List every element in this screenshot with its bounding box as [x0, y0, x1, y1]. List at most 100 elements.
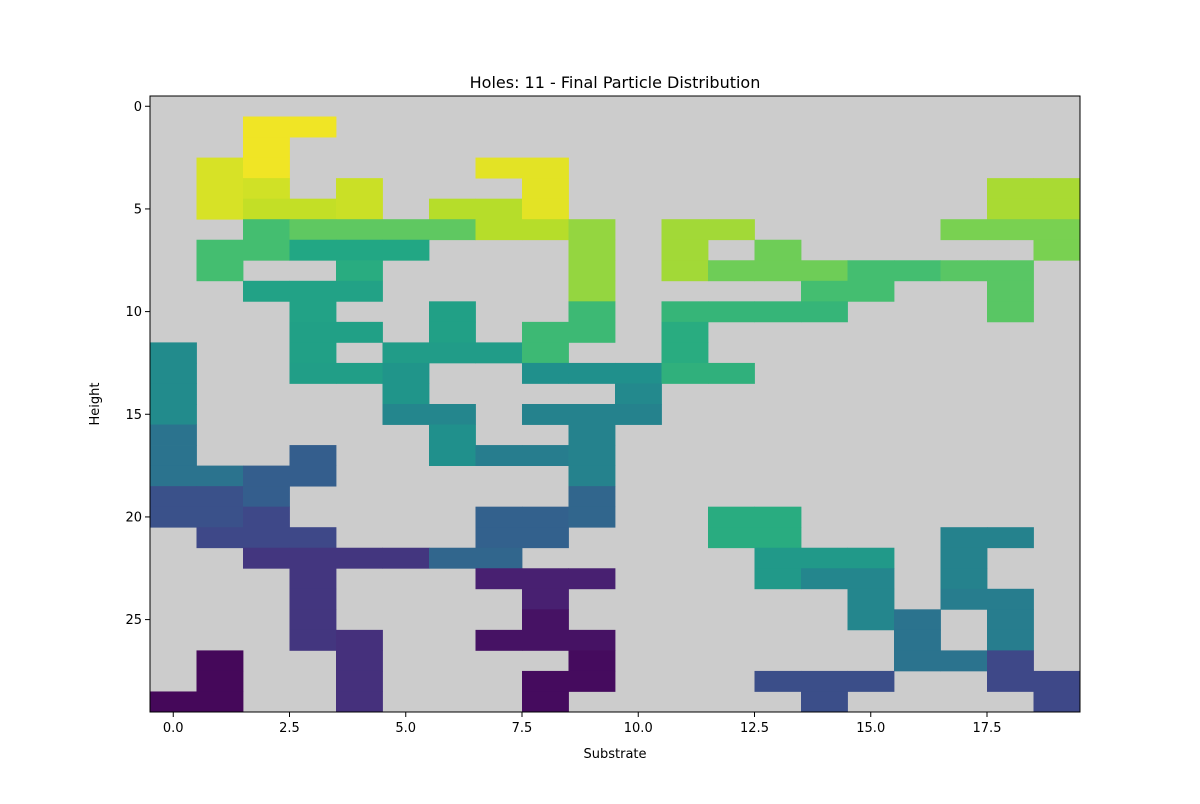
heatmap-cell [150, 342, 197, 364]
heatmap-cell [847, 670, 895, 692]
y-tick-label: 15 [125, 408, 142, 423]
heatmap-cell [150, 486, 197, 508]
heatmap-cell [568, 404, 616, 425]
heatmap-cell [754, 547, 802, 569]
heatmap-cell [661, 301, 709, 323]
heatmap-cell [801, 691, 848, 713]
heatmap-cell [940, 527, 988, 549]
heatmap-cell [568, 486, 616, 508]
heatmap-cell [336, 239, 383, 261]
heatmap-cell [429, 301, 476, 323]
heatmap-cell [243, 116, 290, 138]
heatmap-cell [987, 219, 1034, 241]
heatmap-cell [336, 629, 383, 651]
heatmap-cell [289, 321, 337, 343]
heatmap-cell [429, 321, 476, 343]
heatmap-cell [475, 629, 523, 651]
heatmap-cell [196, 650, 244, 672]
heatmap-cell [522, 362, 569, 384]
heatmap-cell [289, 301, 337, 323]
heatmap-cell [708, 362, 755, 384]
heatmap-cell [987, 670, 1034, 692]
heatmap-cell [429, 198, 476, 220]
heatmap-cell [940, 588, 988, 610]
heatmap-cell [894, 609, 941, 631]
heatmap-cell [289, 465, 337, 487]
x-tick-label: 7.5 [512, 721, 533, 736]
x-tick-label: 0.0 [163, 721, 184, 736]
heatmap-cell [429, 404, 476, 425]
heatmap-cell [382, 404, 430, 425]
heatmap-cell [336, 198, 383, 220]
heatmap-cell [475, 342, 523, 364]
heatmap-cell [196, 239, 244, 261]
y-tick-label: 10 [125, 305, 142, 320]
heatmap-cell [196, 178, 244, 200]
heatmap-cell [987, 198, 1034, 220]
heatmap-cell [987, 609, 1034, 631]
heatmap-cell [289, 609, 337, 631]
chart-title: Holes: 11 - Final Particle Distribution [470, 73, 761, 92]
x-axis-label: Substrate [583, 747, 646, 762]
heatmap-cell [336, 321, 383, 343]
heatmap-cell [196, 691, 244, 713]
heatmap-cell [289, 239, 337, 261]
heatmap-cell [336, 650, 383, 672]
heatmap-cell [196, 157, 244, 179]
heatmap-cell [801, 670, 848, 692]
heatmap-cell [522, 527, 569, 549]
heatmap-cell [289, 362, 337, 384]
heatmap-cell [522, 198, 569, 220]
heatmap-cell [475, 445, 523, 466]
heatmap-cell [429, 342, 476, 364]
heatmap-cell [522, 629, 569, 651]
heatmap-cell [429, 424, 476, 446]
heatmap-cell [987, 650, 1034, 672]
heatmap-cell [475, 547, 523, 569]
heatmap-cell [987, 280, 1034, 302]
heatmap-cell [522, 691, 569, 713]
heatmap-cell [429, 219, 476, 241]
heatmap-cell [429, 547, 476, 569]
heatmap-cell [150, 404, 197, 425]
heatmap-cell [708, 527, 755, 549]
heatmap-cell [568, 568, 616, 590]
heatmap-cell [243, 157, 290, 179]
x-tick-label: 15.0 [856, 721, 885, 736]
heatmap-cell [568, 301, 616, 323]
heatmap-cell [289, 588, 337, 610]
heatmap-cell [475, 568, 523, 590]
heatmap-cell [847, 609, 895, 631]
heatmap-cell [754, 260, 802, 282]
heatmap-cell [568, 445, 616, 466]
heatmap-cell [150, 383, 197, 405]
heatmap-cells [150, 116, 1081, 713]
heatmap-cell [522, 157, 569, 179]
y-tick-label: 5 [134, 202, 142, 217]
heatmap-cell [150, 506, 197, 528]
heatmap-cell [568, 629, 616, 651]
heatmap-cell [801, 568, 848, 590]
heatmap-cell [382, 362, 430, 384]
x-axis: 0.0 2.5 5.0 7.5 10.0 12.5 15.0 17.5 [163, 712, 1001, 736]
heatmap-cell [522, 506, 569, 528]
heatmap-cell [243, 506, 290, 528]
heatmap-cell [615, 404, 662, 425]
heatmap-cell [243, 486, 290, 508]
heatmap-cell [196, 670, 244, 692]
heatmap-cell [894, 260, 941, 282]
heatmap-cell [289, 445, 337, 466]
heatmap-cell [522, 219, 569, 241]
heatmap-cell [801, 301, 848, 323]
heatmap-cell [522, 445, 569, 466]
heatmap-cell [522, 178, 569, 200]
heatmap-cell [568, 670, 616, 692]
heatmap-cell [987, 527, 1034, 549]
heatmap-cell [150, 424, 197, 446]
heatmap-cell [243, 178, 290, 200]
heatmap-cell [754, 239, 802, 261]
heatmap-cell [1033, 691, 1081, 713]
heatmap-cell [754, 527, 802, 549]
